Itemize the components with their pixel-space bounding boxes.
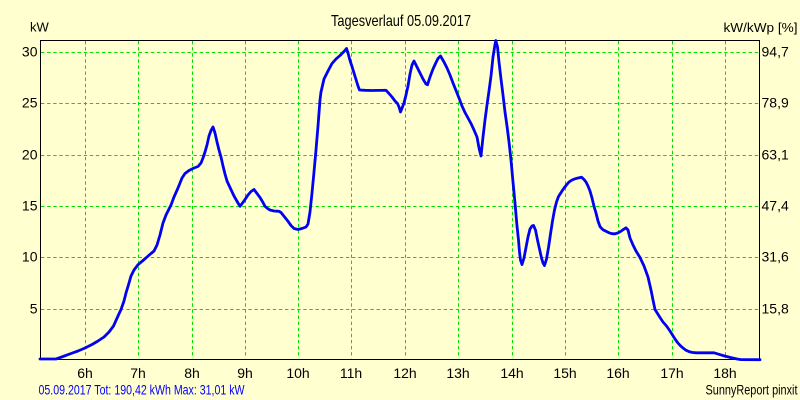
svg-text:63,1: 63,1 xyxy=(762,147,789,163)
svg-text:SunnyReport pinxit: SunnyReport pinxit xyxy=(706,383,798,398)
svg-text:14h: 14h xyxy=(500,365,523,381)
svg-text:78,9: 78,9 xyxy=(762,95,789,111)
svg-text:5: 5 xyxy=(30,301,38,317)
svg-text:Tagesverlauf 05.09.2017: Tagesverlauf 05.09.2017 xyxy=(331,13,471,30)
svg-text:18h: 18h xyxy=(713,365,736,381)
svg-text:9h: 9h xyxy=(237,365,253,381)
svg-text:12h: 12h xyxy=(393,365,416,381)
svg-text:15: 15 xyxy=(22,198,38,214)
svg-text:47,4: 47,4 xyxy=(762,198,789,214)
svg-text:7h: 7h xyxy=(130,365,146,381)
svg-text:8h: 8h xyxy=(184,365,200,381)
svg-text:31,6: 31,6 xyxy=(762,249,789,265)
svg-text:16h: 16h xyxy=(606,365,629,381)
svg-text:11h: 11h xyxy=(340,365,362,381)
svg-text:10: 10 xyxy=(22,249,38,265)
svg-text:30: 30 xyxy=(22,44,38,60)
svg-text:13h: 13h xyxy=(446,365,469,381)
svg-text:6h: 6h xyxy=(77,365,93,381)
svg-text:17h: 17h xyxy=(660,365,683,381)
svg-text:kW/kWp [%]: kW/kWp [%] xyxy=(724,20,798,35)
svg-text:15h: 15h xyxy=(553,365,576,381)
svg-text:05.09.2017 Tot: 190,42 kWh Max: 05.09.2017 Tot: 190,42 kWh Max: 31,01 kW xyxy=(39,382,246,398)
svg-text:20: 20 xyxy=(22,147,38,163)
svg-text:kW: kW xyxy=(30,20,50,35)
svg-text:94,7: 94,7 xyxy=(762,44,789,60)
svg-text:25: 25 xyxy=(22,95,38,111)
svg-text:15,8: 15,8 xyxy=(762,301,789,317)
svg-text:10h: 10h xyxy=(286,365,309,381)
